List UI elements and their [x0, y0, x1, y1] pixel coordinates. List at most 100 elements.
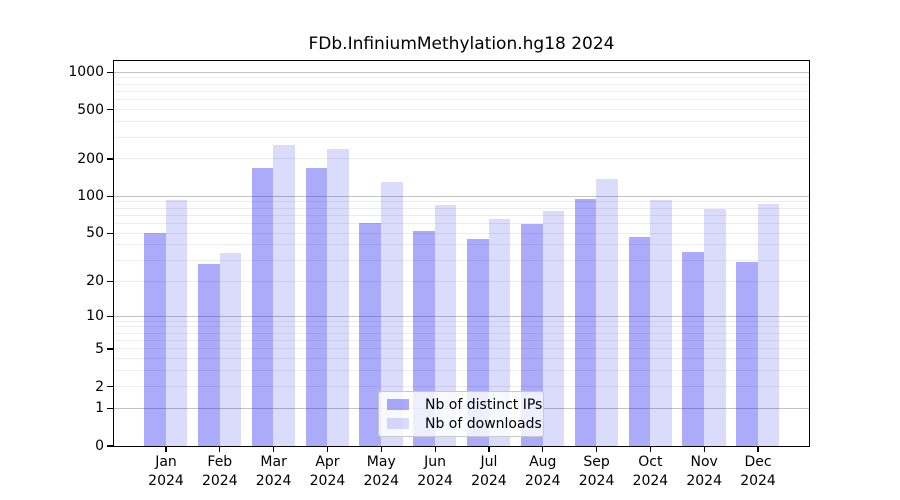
- gridline-minor: [113, 201, 809, 203]
- x-tick-label-line: May: [366, 454, 396, 470]
- gridline-minor: [113, 320, 809, 322]
- bar-distinct-ips-dec: [736, 261, 758, 446]
- x-tick: [380, 446, 382, 452]
- gridline-minor: [113, 232, 809, 234]
- bar-downloads-jul: [488, 219, 511, 446]
- x-tick: [165, 446, 167, 452]
- bar-downloads-aug: [542, 210, 565, 446]
- x-tick-label-line: Jan: [155, 454, 177, 470]
- y-tick: [106, 71, 113, 73]
- bar-downloads-dec: [757, 203, 780, 446]
- gridline-minor: [113, 222, 809, 224]
- gridline-minor: [113, 259, 809, 261]
- y-tick: [106, 195, 113, 197]
- x-tick-label-sep: Sep 2024: [569, 453, 625, 491]
- bar-downloads-mar: [273, 145, 296, 446]
- gridline-minor: [113, 83, 809, 85]
- x-tick: [434, 446, 436, 452]
- bar-downloads-apr: [327, 149, 349, 446]
- gridline-minor: [113, 207, 809, 209]
- y-tick-label: 50: [86, 225, 104, 242]
- gridline-minor: [113, 214, 809, 216]
- x-tick-label-line: Sep: [583, 454, 610, 470]
- bar-distinct-ips-feb: [198, 263, 220, 446]
- x-tick-label-line: Nov: [690, 454, 718, 470]
- x-tick-label-line: 2024: [740, 473, 776, 489]
- gridline-minor: [113, 340, 809, 342]
- x-tick-label-apr: Apr 2024: [299, 453, 355, 491]
- legend-label-downloads: Nb of downloads: [425, 415, 542, 432]
- gridline-minor: [113, 158, 809, 160]
- x-tick-label-line: Jul: [480, 454, 498, 470]
- x-tick-label-nov: Nov 2024: [676, 453, 732, 491]
- y-tick-label: 100: [77, 188, 104, 205]
- x-tick-label-line: 2024: [686, 473, 722, 489]
- bar-downloads-jun: [434, 204, 457, 446]
- y-tick: [106, 315, 113, 317]
- gridline-minor: [113, 244, 809, 246]
- bar-distinct-ips-nov: [682, 251, 704, 446]
- y-tick: [106, 407, 113, 410]
- gridline-minor: [113, 370, 809, 372]
- x-tick-label-jan: Jan 2024: [138, 453, 194, 491]
- gridline-minor: [113, 280, 809, 282]
- bar-downloads-oct: [650, 199, 672, 446]
- x-tick-label-jun: Jun 2024: [407, 453, 463, 491]
- gridline-major: [113, 71, 809, 73]
- y-tick-label: 0: [95, 438, 104, 454]
- y-tick: [106, 280, 113, 282]
- x-tick: [703, 446, 705, 452]
- x-tick: [542, 446, 544, 452]
- gridline-minor: [113, 348, 809, 350]
- gridline-minor: [113, 108, 809, 110]
- bar-distinct-ips-oct: [628, 237, 651, 446]
- legend-item-downloads: Nb of downloads: [387, 416, 543, 432]
- x-tick-label-line: 2024: [148, 473, 184, 489]
- y-tick: [106, 158, 113, 160]
- x-tick: [649, 446, 651, 452]
- y-tick: [106, 232, 113, 234]
- gridline-minor: [113, 90, 809, 92]
- bar-distinct-ips-mar: [251, 168, 274, 446]
- x-tick-label-line: Feb: [207, 454, 233, 470]
- y-tick-label: 200: [77, 151, 104, 168]
- x-tick: [488, 446, 490, 452]
- y-tick-label: 20: [86, 273, 104, 290]
- y-tick-label: 2: [95, 378, 104, 395]
- x-tick: [757, 446, 759, 452]
- legend-item-distinct-ips: Nb of distinct IPs: [387, 397, 543, 413]
- gridline-minor: [113, 120, 809, 122]
- x-tick-label-line: 2024: [471, 473, 507, 489]
- x-tick: [219, 446, 221, 452]
- x-tick-label-line: Apr: [315, 454, 340, 470]
- x-tick: [326, 446, 329, 452]
- gridline-minor: [113, 136, 809, 138]
- y-tick: [106, 109, 113, 111]
- gridline-minor: [113, 99, 809, 101]
- bar-distinct-ips-apr: [305, 167, 328, 446]
- bar-downloads-feb: [219, 253, 242, 446]
- x-tick-label-line: Jun: [424, 454, 447, 470]
- y-tick-label: 5: [95, 341, 104, 358]
- x-tick-label-jul: Jul 2024: [461, 453, 517, 491]
- x-tick-label-mar: Mar 2024: [246, 453, 302, 491]
- legend: Nb of distinct IPs Nb of downloads: [378, 391, 544, 437]
- x-tick-label-line: Dec: [744, 454, 772, 470]
- plot-area: [112, 59, 810, 447]
- legend-label-distinct-ips: Nb of distinct IPs: [425, 396, 543, 413]
- x-tick-label-line: 2024: [578, 473, 615, 489]
- y-tick: [106, 385, 113, 388]
- bar-downloads-sep: [596, 178, 618, 446]
- x-tick-label-line: Oct: [638, 454, 663, 470]
- chart-title: FDb.InfiniumMethylation.hg18 2024: [308, 34, 615, 54]
- gridline-minor: [113, 358, 809, 360]
- legend-swatch-distinct-ips: [387, 399, 409, 410]
- gridline-minor: [113, 77, 809, 79]
- bar-downloads-jan: [165, 199, 188, 446]
- x-tick-label-feb: Feb 2024: [192, 453, 248, 491]
- x-tick-label-aug: Aug 2024: [515, 453, 571, 491]
- x-tick-label-line: Aug: [529, 454, 557, 470]
- x-tick-label-oct: Oct 2024: [622, 453, 678, 491]
- bar-distinct-ips-jan: [144, 233, 166, 446]
- gridline-minor: [113, 385, 809, 387]
